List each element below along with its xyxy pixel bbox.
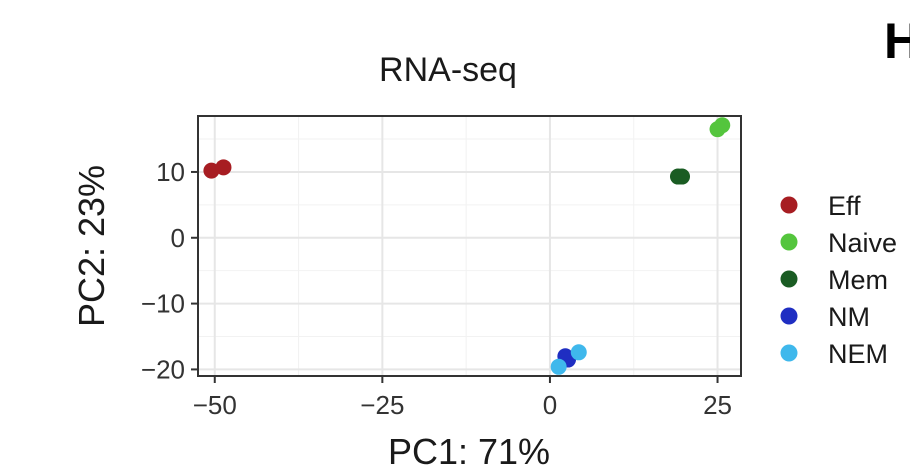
legend-key-eff	[780, 196, 798, 214]
legend-key-nm	[780, 307, 798, 325]
legend-label-nem: NEM	[828, 339, 888, 369]
plot-border	[197, 115, 742, 377]
legend: Eff Naive Mem NM NEM	[780, 191, 897, 369]
y-tick-label: 0	[171, 223, 185, 253]
point-naive	[714, 117, 731, 134]
legend-key-naive	[780, 233, 798, 251]
legend-label-naive: Naive	[828, 228, 897, 258]
point-nem	[550, 358, 567, 375]
legend-label-eff: Eff	[828, 191, 861, 221]
legend-key-nem	[780, 344, 798, 362]
y-tick-label: −10	[141, 289, 185, 319]
panel-letter: H	[884, 13, 910, 69]
x-tick-label: −25	[360, 390, 404, 420]
legend-key-mem	[780, 270, 798, 288]
chart-title: RNA-seq	[379, 51, 517, 89]
x-axis-title: PC1: 71%	[388, 431, 550, 472]
x-tick-label: −50	[193, 390, 237, 420]
y-axis-title: PC2: 23%	[71, 165, 112, 327]
axes: −50 −25 0 25 −20 −10 0 10	[141, 157, 732, 420]
point-eff	[215, 159, 232, 176]
data-points	[203, 117, 731, 375]
legend-label-nm: NM	[828, 302, 870, 332]
grid-lines	[198, 116, 741, 376]
y-tick-label: 10	[156, 157, 185, 187]
x-tick-label: 0	[543, 390, 557, 420]
point-mem	[674, 168, 691, 185]
legend-label-mem: Mem	[828, 265, 888, 295]
point-nem	[570, 344, 587, 361]
y-tick-label: −20	[141, 354, 185, 384]
plot-panel	[198, 116, 741, 376]
point-eff	[203, 162, 220, 179]
x-tick-label: 25	[703, 390, 732, 420]
